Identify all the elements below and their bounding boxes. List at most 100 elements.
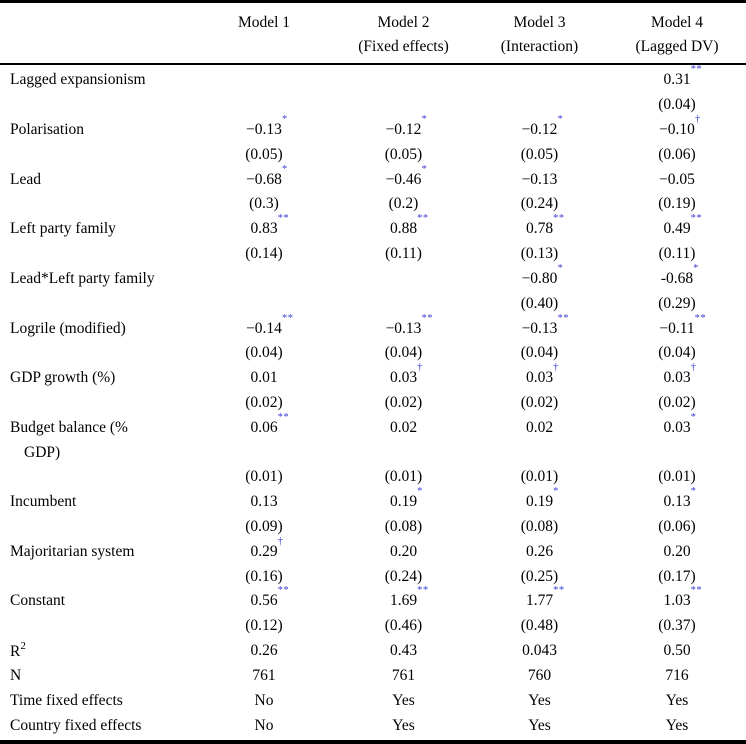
value-cell [471,71,608,89]
row-label: N [10,666,22,684]
value-cell: (0.11) [608,245,746,263]
value-text: (0.48) [520,617,559,635]
star-significance-marker: ** [553,585,565,597]
dagger-significance-marker: † [277,535,284,547]
star-significance-marker: ** [694,312,707,324]
table-row: (0.14) (0.11) (0.13) (0.11) [0,242,746,267]
value-text: Yes [665,716,689,734]
table-row: Constant 0.56 ** 1.69 ** 1.77 ** 1.03 ** [0,585,746,614]
value-cell: 0.50 [608,642,746,660]
value-cell [608,444,746,462]
row-label: Left party family [10,220,116,238]
value-cell: (0.01) [608,468,746,486]
header-model-2: Model 2 (Fixed effects) [336,10,471,59]
model-3-title: Model 3 [513,14,566,31]
value-cell: 716 [608,667,746,685]
value-text: (0.04) [384,344,423,362]
value-text: −0.13 * [246,114,288,139]
value-cell: 761 [192,667,336,685]
value-text: (0.11) [385,245,422,263]
value-text: 760 [527,666,552,684]
value-cell: Yes [608,692,746,710]
value-cell: 0.78 ** [471,214,608,238]
table-row: (0.40) (0.29) [0,291,746,316]
value-text: 0.19 * [389,486,423,511]
value-text: −0.10 † [659,114,701,139]
value-text: 761 [252,666,276,684]
value-text: 0.02 [525,418,554,436]
star-significance-marker: ** [277,213,290,225]
value-cell [192,444,336,462]
value-text: (0.05) [245,145,283,163]
value-cell [336,96,471,114]
value-text: −0.12 * [521,114,564,139]
star-significance-marker: ** [690,213,703,225]
value-cell: -0.68 * [608,263,746,288]
star-significance-marker: * [557,262,564,274]
table-row: Incumbent 0.13 0.19 * 0.19 * 0.13 * [0,486,746,515]
value-cell: 0.88 ** [336,213,471,238]
star-significance-marker: ** [553,213,565,225]
value-cell [192,295,336,313]
header-label-spacer [0,10,192,59]
value-text: (0.12) [245,617,283,635]
value-text: (0.29) [658,294,696,312]
value-cell: (0.04) [608,96,746,114]
value-text: −0.05 [659,170,695,188]
value-cell: (0.16) [192,568,336,586]
table-row: Budget balance (% 0.06 ** 0.02 0.02 0.03 * [0,411,746,440]
value-cell: (0.05) [192,146,336,164]
value-cell: 0.31 ** [608,65,746,89]
star-significance-marker: * [281,114,288,126]
star-significance-marker: ** [690,585,703,597]
value-cell: 0.13 [192,493,336,511]
value-text: No [254,716,274,734]
row-label: Lagged expansionism [10,71,146,89]
value-text: 0.50 [663,642,691,660]
value-text: (0.37) [658,617,696,635]
dagger-significance-marker: † [690,362,697,374]
value-cell: No [192,717,336,735]
value-text: 1.69 ** [389,585,429,610]
value-text: Yes [528,691,551,709]
value-text: (0.14) [245,245,283,263]
star-significance-marker: * [417,486,423,498]
model-2-subtitle: (Fixed effects) [358,38,449,55]
row-label: Country fixed effects [10,716,142,734]
value-text: (0.46) [384,617,423,635]
value-text: 0.03 † [663,362,697,387]
value-text: −0.80 * [521,262,564,287]
table-row: (0.05) (0.05) (0.05) (0.06) [0,142,746,167]
dagger-significance-marker: † [553,362,559,374]
value-text: 0.13 * [663,486,697,511]
value-cell: 0.13 * [608,486,746,511]
value-text: 0.88 ** [389,213,429,238]
star-significance-marker: * [690,411,697,423]
value-text: (0.01) [520,468,559,486]
table-row: Logrile (modified) −0.14 ** −0.13 ** −0.13 ** −… [0,312,746,341]
value-cell: (0.02) [192,394,336,412]
value-text: 0.20 [389,542,418,560]
value-text: −0.12 * [385,114,428,139]
value-cell: −0.80 * [471,262,608,288]
star-significance-marker: ** [277,585,290,597]
value-cell [336,270,471,288]
value-text: (0.09) [245,518,283,536]
dagger-significance-marker: † [694,114,701,126]
value-cell: 0.19 * [471,487,608,511]
value-cell: −0.12 * [336,114,471,139]
value-cell: 0.043 [471,642,608,660]
value-cell: (0.29) [608,295,746,313]
value-cell: 0.43 [336,642,471,660]
table-row: Lagged expansionism 0.31 ** [0,65,746,93]
star-significance-marker: * [553,486,559,498]
value-cell [336,295,471,313]
value-cell: (0.02) [608,394,746,412]
star-significance-marker: ** [690,64,703,76]
model-4-title: Model 4 [650,14,704,31]
value-cell: Yes [608,717,746,735]
value-cell: −0.13 ** [471,313,608,338]
value-cell: 0.03 † [608,362,746,387]
row-label: Time fixed effects [10,691,123,709]
value-text: (0.40) [520,294,559,312]
